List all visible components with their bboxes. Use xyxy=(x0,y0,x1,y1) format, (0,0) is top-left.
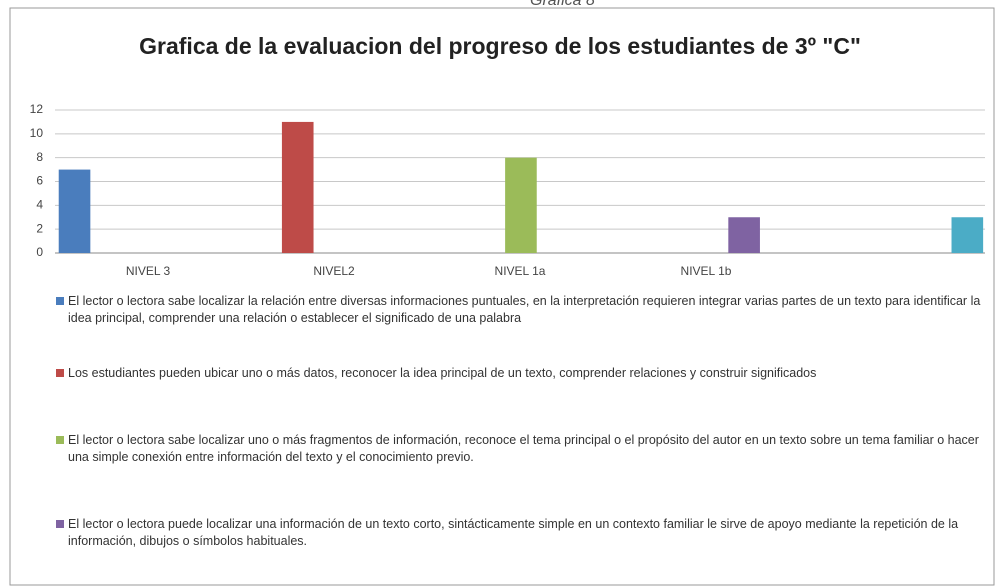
y-tick-label: 4 xyxy=(36,198,43,212)
y-tick-label: 0 xyxy=(36,245,43,259)
chart-title: Grafica de la evaluacion del progreso de… xyxy=(139,33,861,59)
y-tick-label: 8 xyxy=(36,150,43,164)
legend-label: El lector o lectora sabe localizar la re… xyxy=(68,294,981,325)
legend-swatch xyxy=(56,369,64,377)
y-tick-label: 2 xyxy=(36,221,43,235)
legend-label: Los estudiantes pueden ubicar uno o más … xyxy=(68,366,817,380)
legend-swatch xyxy=(56,436,64,444)
caption: Grafica 8 xyxy=(530,0,595,9)
legend-item: El lector o lectora sabe localizar la re… xyxy=(56,293,988,327)
y-tick-label: 6 xyxy=(36,174,43,188)
x-tick-label: NIVEL2 xyxy=(313,264,355,278)
legend-label: El lector o lectora sabe localizar uno o… xyxy=(68,433,979,464)
legend-item: El lector o lectora puede localizar una … xyxy=(56,516,988,550)
legend-swatch xyxy=(56,520,64,528)
y-tick-label: 10 xyxy=(30,126,44,140)
bar xyxy=(505,157,537,253)
legend-label: El lector o lectora puede localizar una … xyxy=(68,517,959,548)
bar xyxy=(951,217,984,253)
bar xyxy=(281,121,314,254)
chart-frame xyxy=(9,7,995,586)
legend-swatch xyxy=(56,297,64,305)
x-tick-label: NIVEL 1b xyxy=(681,264,732,278)
legend-item: El lector o lectora sabe localizar uno o… xyxy=(56,432,988,466)
bar xyxy=(728,217,760,253)
x-tick-label: NIVEL 1a xyxy=(495,264,546,278)
x-tick-label: NIVEL 3 xyxy=(126,264,171,278)
bar xyxy=(58,169,91,253)
y-tick-label: 12 xyxy=(30,102,44,116)
legend-item: Los estudiantes pueden ubicar uno o más … xyxy=(56,365,988,382)
